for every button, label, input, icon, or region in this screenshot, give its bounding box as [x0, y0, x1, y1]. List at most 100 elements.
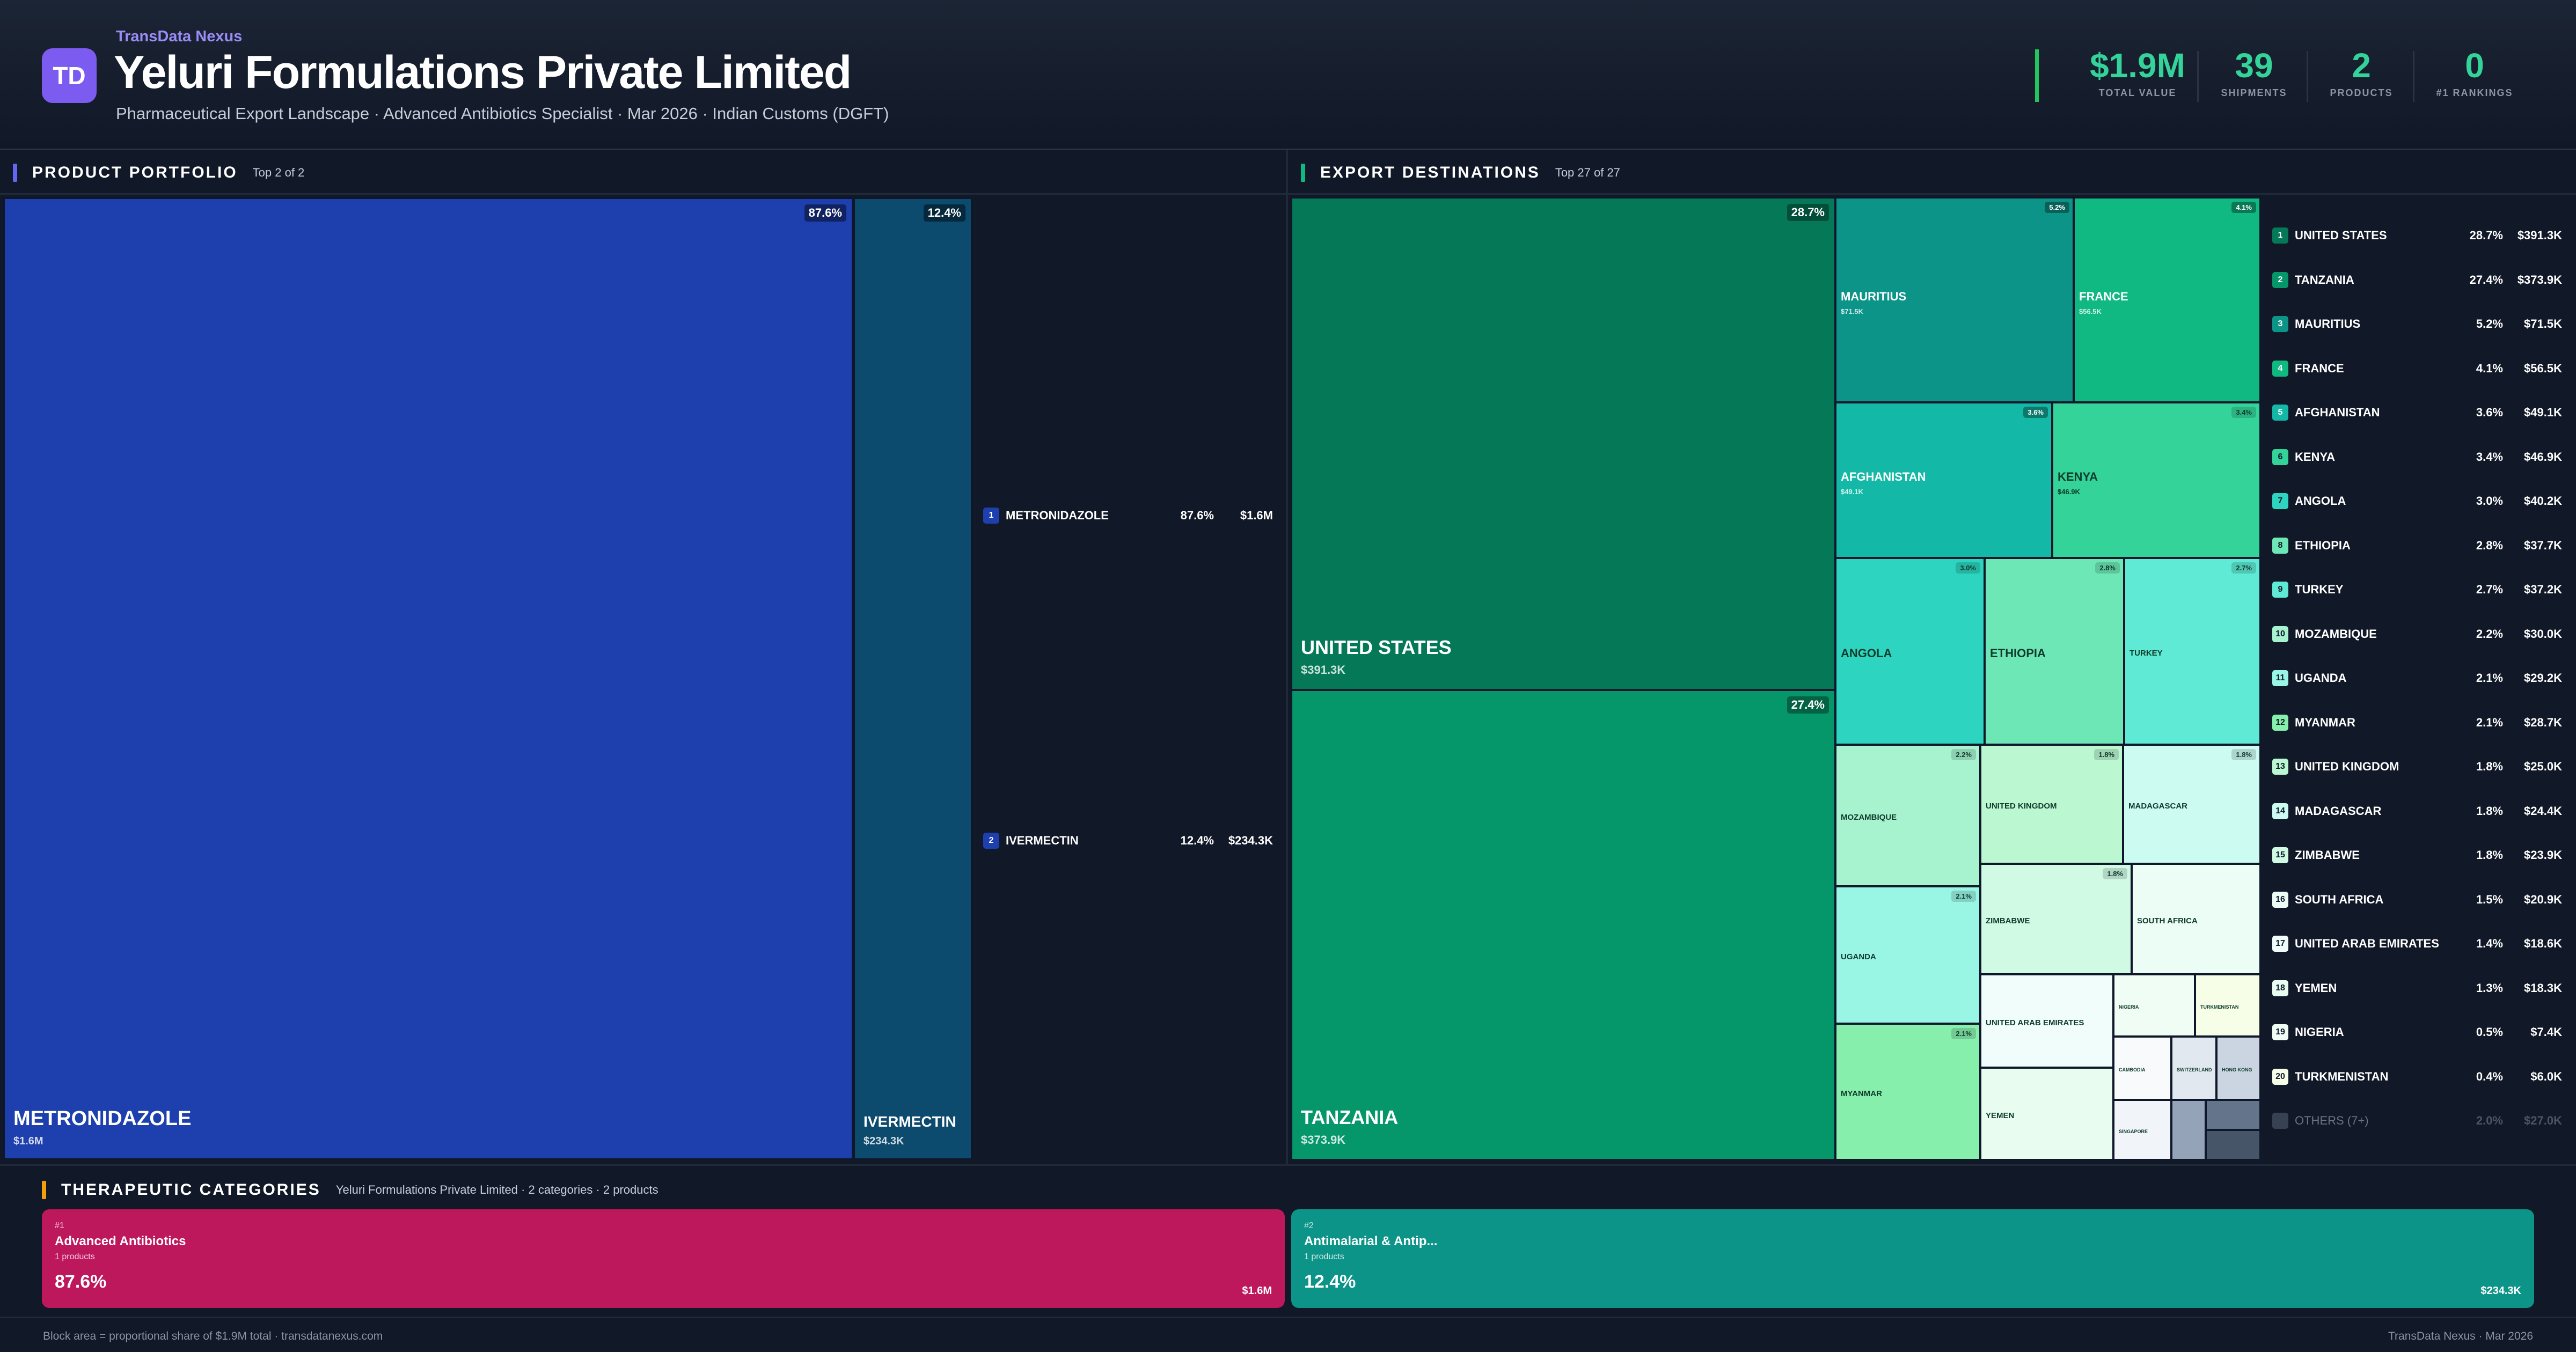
destination-list-item[interactable]: 9 TURKEY 2.7% $37.2K: [2272, 579, 2562, 600]
product-portfolio-header: PRODUCT PORTFOLIO Top 2 of 2: [13, 161, 304, 185]
block-value: $49.1K: [1841, 488, 1863, 496]
category-card-antimalarial-antip[interactable]: #2 Antimalarial & Antip... 1 products 12.4%…: [1291, 1209, 2534, 1308]
kpi-value: 39: [2235, 46, 2273, 85]
destination-list-item[interactable]: 16 SOUTH AFRICA 1.5% $20.9K: [2272, 890, 2562, 910]
destination-list-item[interactable]: 8 ETHIOPIA 2.8% $37.7K: [2272, 535, 2562, 556]
destination-share: 1.4%: [2476, 937, 2503, 950]
destination-name: KENYA: [2295, 450, 2335, 464]
treemap-block-france[interactable]: 4.1% FRANCE $56.5K: [2074, 197, 2260, 402]
treemap-block-zimbabwe[interactable]: 1.8% ZIMBABWE: [1980, 864, 2132, 974]
block-share-badge: 28.7%: [1787, 204, 1829, 221]
rank-badge: 8: [2272, 537, 2288, 554]
rank-badge: 17: [2272, 936, 2288, 952]
kpi-total-value: $1.9M TOTAL VALUE: [2070, 46, 2205, 99]
treemap-block-united-kingdom[interactable]: 1.8% UNITED KINGDOM: [1980, 745, 2123, 864]
kpi-label: TOTAL VALUE: [2098, 87, 2177, 98]
block-label: TANZANIA: [1301, 1106, 1399, 1128]
destination-list-item[interactable]: 17 UNITED ARAB EMIRATES 1.4% $18.6K: [2272, 934, 2562, 954]
treemap-block-madagascar[interactable]: 1.8% MADAGASCAR: [2123, 745, 2260, 864]
block-share-badge: 2.2%: [1951, 749, 1976, 760]
destination-list-item[interactable]: 15 ZIMBABWE 1.8% $23.9K: [2272, 845, 2562, 865]
treemap-block-south-africa[interactable]: SOUTH AFRICA: [2132, 864, 2260, 974]
page-title: Yeluri Formulations Private Limited: [114, 47, 852, 98]
treemap-block-united-states[interactable]: 28.7% UNITED STATES $391.3K: [1291, 197, 1835, 690]
rank-badge: 19: [2272, 1024, 2288, 1040]
category-products: 1 products: [55, 1252, 95, 1261]
destination-list-item[interactable]: 7 ANGOLA 3.0% $40.2K: [2272, 491, 2562, 511]
treemap-block-yemen[interactable]: YEMEN: [1980, 1068, 2113, 1160]
treemap-block-minor-25[interactable]: [2206, 1100, 2260, 1130]
product-list-item[interactable]: 2 IVERMECTIN 12.4% $234.3K: [983, 832, 1273, 850]
block-share-badge: 1.8%: [2094, 749, 2119, 760]
destination-value: $18.3K: [2524, 981, 2562, 995]
destination-list-item[interactable]: 2 TANZANIA 27.4% $373.9K: [2272, 270, 2562, 290]
destination-value: $25.0K: [2524, 760, 2562, 773]
destination-share: 1.5%: [2476, 892, 2503, 906]
footer-credit: TransData Nexus · Mar 2026: [2388, 1330, 2533, 1342]
destination-share: 1.8%: [2476, 760, 2503, 773]
treemap-block-cambodia[interactable]: CAMBODIA: [2113, 1037, 2171, 1100]
treemap-block-angola[interactable]: 3.0% ANGOLA: [1835, 558, 1985, 745]
destination-list-item[interactable]: 5 AFGHANISTAN 3.6% $49.1K: [2272, 402, 2562, 423]
treemap-block-mauritius[interactable]: 5.2% MAURITIUS $71.5K: [1835, 197, 2074, 402]
block-label: HONG KONG: [2222, 1067, 2252, 1072]
treemap-block-tanzania[interactable]: 27.4% TANZANIA $373.9K: [1291, 690, 1835, 1160]
treemap-block-nigeria[interactable]: NIGERIA: [2113, 974, 2195, 1037]
block-label: TURKEY: [2129, 648, 2163, 658]
destination-list-item[interactable]: 12 MYANMAR 2.1% $28.7K: [2272, 712, 2562, 733]
header: TD TransData Nexus Yeluri Formulations P…: [0, 0, 2576, 150]
treemap-block-turkey[interactable]: 2.7% TURKEY: [2124, 558, 2260, 745]
treemap-block-metronidazole[interactable]: 87.6% METRONIDAZOLE $1.6M: [3, 197, 853, 1160]
destination-list-item[interactable]: 18 YEMEN 1.3% $18.3K: [2272, 978, 2562, 998]
block-label: ZIMBABWE: [1986, 916, 2030, 925]
destination-list-item[interactable]: 14 MADAGASCAR 1.8% $24.4K: [2272, 801, 2562, 821]
block-value: $56.5K: [2079, 307, 2102, 315]
treemap-block-turkmenistan[interactable]: TURKMENISTAN: [2195, 974, 2260, 1037]
treemap-block-uganda[interactable]: 2.1% UGANDA: [1835, 886, 1980, 1024]
treemap-block-ethiopia[interactable]: 2.8% ETHIOPIA: [1985, 558, 2124, 745]
rank-badge: 12: [2272, 714, 2288, 731]
treemap-block-switzerland[interactable]: SWITZERLAND: [2171, 1037, 2216, 1100]
destination-list-item[interactable]: 3 MAURITIUS 5.2% $71.5K: [2272, 314, 2562, 334]
treemap-block-mozambique[interactable]: 2.2% MOZAMBIQUE: [1835, 745, 1980, 886]
treemap-block-minor-24[interactable]: [2171, 1100, 2206, 1160]
destination-name: UGANDA: [2295, 671, 2347, 685]
section-divider: [0, 193, 1286, 195]
treemap-block-myanmar[interactable]: 2.1% MYANMAR: [1835, 1024, 1980, 1160]
destination-list-item[interactable]: 4 FRANCE 4.1% $56.5K: [2272, 358, 2562, 379]
treemap-block-singapore[interactable]: SINGAPORE: [2113, 1100, 2171, 1160]
destination-list-item[interactable]: 13 UNITED KINGDOM 1.8% $25.0K: [2272, 756, 2562, 777]
treemap-block-united-arab-emirates[interactable]: UNITED ARAB EMIRATES: [1980, 974, 2113, 1068]
treemap-block-minor-26[interactable]: [2206, 1130, 2260, 1160]
category-share: 12.4%: [1304, 1272, 1356, 1292]
block-share-badge: 2.1%: [1951, 891, 1976, 902]
category-card-advanced-antibiotics[interactable]: #1 Advanced Antibiotics 1 products 87.6% $1.…: [42, 1209, 1285, 1308]
rank-badge: 5: [2272, 405, 2288, 421]
destination-name: SOUTH AFRICA: [2295, 892, 2384, 906]
treemap-block-afghanistan[interactable]: 3.6% AFGHANISTAN $49.1K: [1835, 402, 2052, 558]
destination-value: $373.9K: [2517, 273, 2562, 286]
destination-list-item[interactable]: 6 KENYA 3.4% $46.9K: [2272, 447, 2562, 467]
destination-name: ETHIOPIA: [2295, 538, 2351, 552]
kpi-divider: [2197, 51, 2199, 102]
destination-list-item[interactable]: 20 TURKMENISTAN 0.4% $6.0K: [2272, 1067, 2562, 1087]
category-rank: #2: [1304, 1221, 1314, 1230]
logo: TD: [42, 48, 97, 103]
destination-others-item[interactable]: OTHERS (7+) 2.0% $27.0K: [2272, 1111, 2562, 1131]
treemap-block-ivermectin[interactable]: 12.4% IVERMECTIN $234.3K: [853, 197, 972, 1160]
block-label: TURKMENISTAN: [2200, 1004, 2239, 1010]
destination-value: $56.5K: [2524, 361, 2562, 375]
treemap-block-kenya[interactable]: 3.4% KENYA $46.9K: [2052, 402, 2260, 558]
destination-list-item[interactable]: 1 UNITED STATES 28.7% $391.3K: [2272, 225, 2562, 246]
destination-list-item[interactable]: 11 UGANDA 2.1% $29.2K: [2272, 668, 2562, 688]
destination-share: 27.4%: [2469, 273, 2503, 286]
product-list-item[interactable]: 1 METRONIDAZOLE 87.6% $1.6M: [983, 506, 1273, 525]
brand-name: TransData Nexus: [116, 28, 243, 45]
rank-badge: 11: [2272, 670, 2288, 686]
destination-list-item[interactable]: 19 NIGERIA 0.5% $7.4K: [2272, 1022, 2562, 1042]
treemap-block-hong-kong[interactable]: HONG KONG: [2216, 1037, 2260, 1100]
destination-share: 3.6%: [2476, 406, 2503, 419]
destination-list-item[interactable]: 10 MOZAMBIQUE 2.2% $30.0K: [2272, 624, 2562, 644]
destination-name: MYANMAR: [2295, 715, 2355, 729]
kpi-accent-bar: [2035, 49, 2039, 102]
